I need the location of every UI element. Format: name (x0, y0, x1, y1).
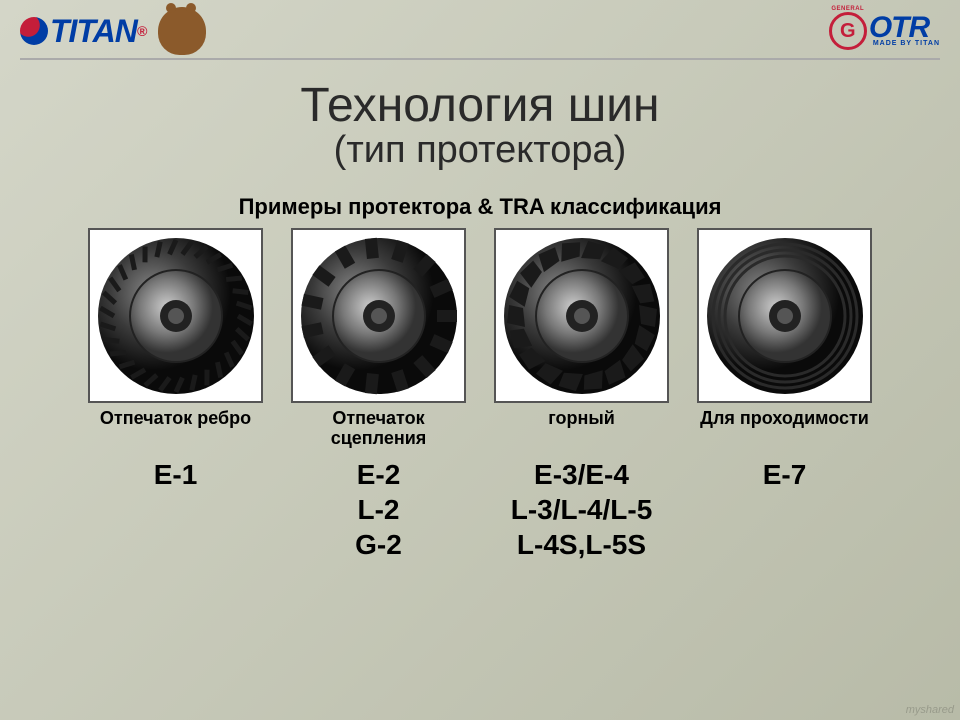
title-block: Технология шин (тип протектора) (0, 78, 960, 172)
tire-row: Отпечаток реброE-1 Отпечаток сцепленияE-… (0, 228, 960, 562)
otr-g-letter: G (840, 20, 856, 43)
tire-cell: Для проходимости E-7 (697, 228, 872, 562)
tire-codes: E-1 (88, 457, 263, 492)
tire-codes: E-2 L-2 G-2 (291, 457, 466, 562)
tire-image (494, 228, 669, 403)
otr-logo: G OTR MADE BY TITAN (829, 12, 940, 50)
header-divider (20, 58, 940, 60)
tire-desc: Отпечаток ребро (88, 409, 263, 453)
otr-main: OTR (869, 15, 940, 41)
title-main: Технология шин (0, 78, 960, 133)
tire-desc: Отпечаток сцепления (291, 409, 466, 453)
header: TITAN ® G OTR MADE BY TITAN (0, 0, 960, 58)
otr-g-icon: G (829, 12, 867, 50)
section-label: Примеры протектора & TRA классификация (0, 194, 960, 220)
logo-left-group: TITAN ® (20, 7, 206, 55)
tire-image (291, 228, 466, 403)
watermark: myshared (906, 704, 954, 716)
titan-logo-dot-icon (20, 17, 48, 45)
bear-mascot-icon (158, 7, 206, 55)
tire-cell: Отпечаток сцепленияE-2 L-2 G-2 (291, 228, 466, 562)
tire-image (88, 228, 263, 403)
titan-logo: TITAN ® (20, 13, 146, 50)
tire-desc: горный (494, 409, 669, 453)
title-sub: (тип протектора) (0, 129, 960, 172)
tire-image (697, 228, 872, 403)
tire-cell: горныйE-3/E-4 L-3/L-4/L-5 L-4S,L-5S (494, 228, 669, 562)
titan-logo-text: TITAN (50, 13, 137, 50)
tire-codes: E-3/E-4 L-3/L-4/L-5 L-4S,L-5S (494, 457, 669, 562)
otr-text-block: OTR MADE BY TITAN (869, 15, 940, 46)
tire-desc: Для проходимости (697, 409, 872, 453)
tire-cell: Отпечаток ребро E-1 (88, 228, 263, 562)
otr-sub: MADE BY TITAN (873, 41, 940, 47)
tire-codes: E-7 (697, 457, 872, 492)
